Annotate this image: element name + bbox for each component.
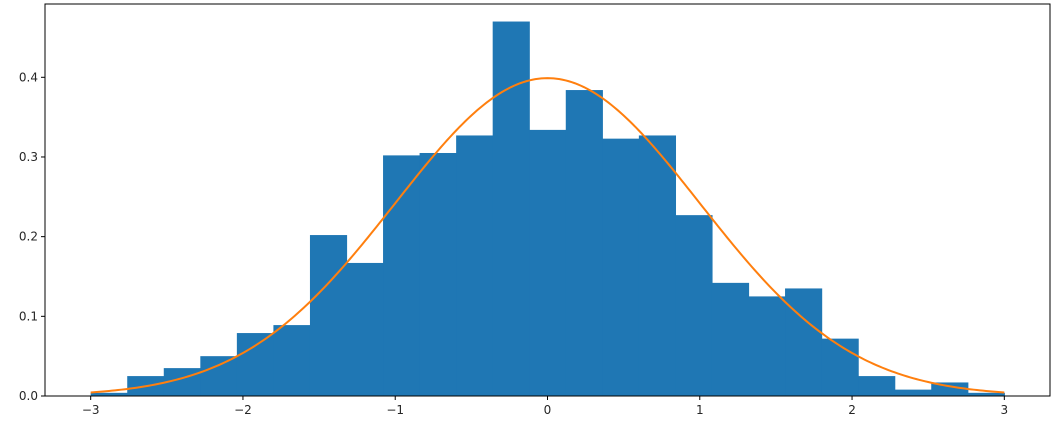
histogram-bar [967, 392, 1005, 396]
histogram-bar [383, 155, 421, 396]
histogram-bar [711, 282, 750, 396]
x-tick-label: −2 [234, 403, 252, 417]
histogram-bar [785, 288, 823, 396]
y-axis: 0.0 0.1 0.2 0.3 0.4 [19, 70, 45, 403]
histogram-bar [346, 262, 384, 396]
x-tick-label: 0 [544, 403, 552, 417]
y-tick-label: 0.0 [19, 389, 38, 403]
x-tick-label: 3 [1000, 403, 1008, 417]
histogram-bars [90, 21, 1005, 397]
histogram-bar [236, 333, 275, 396]
histogram-bar [90, 392, 128, 396]
histogram-bar [200, 356, 238, 396]
y-tick-label: 0.2 [19, 230, 38, 244]
y-tick-label: 0.4 [19, 70, 38, 84]
y-tick-label: 0.1 [19, 309, 38, 323]
histogram-bar [638, 135, 677, 396]
histogram-bar [748, 296, 786, 396]
histogram-bar [529, 129, 567, 397]
histogram-bar [309, 235, 348, 396]
histogram-bar [675, 215, 713, 396]
histogram-bar [858, 376, 896, 396]
histogram-bar [821, 338, 859, 396]
histogram-bar [931, 382, 969, 396]
histogram-bar [456, 135, 494, 396]
x-tick-label: 1 [696, 403, 704, 417]
density-curve [90, 77, 1005, 394]
x-axis: −3 −2 −1 0 1 2 3 [82, 396, 1008, 417]
histogram-bar [894, 389, 932, 396]
histogram-bar [602, 138, 640, 397]
histogram-bar [273, 325, 311, 396]
x-tick-label: 2 [848, 403, 856, 417]
x-tick-label: −3 [82, 403, 100, 417]
histogram-bar [492, 21, 530, 397]
y-tick-label: 0.3 [19, 150, 38, 164]
histogram-bar [419, 152, 457, 396]
x-tick-label: −1 [386, 403, 404, 417]
histogram-bar [565, 90, 603, 397]
